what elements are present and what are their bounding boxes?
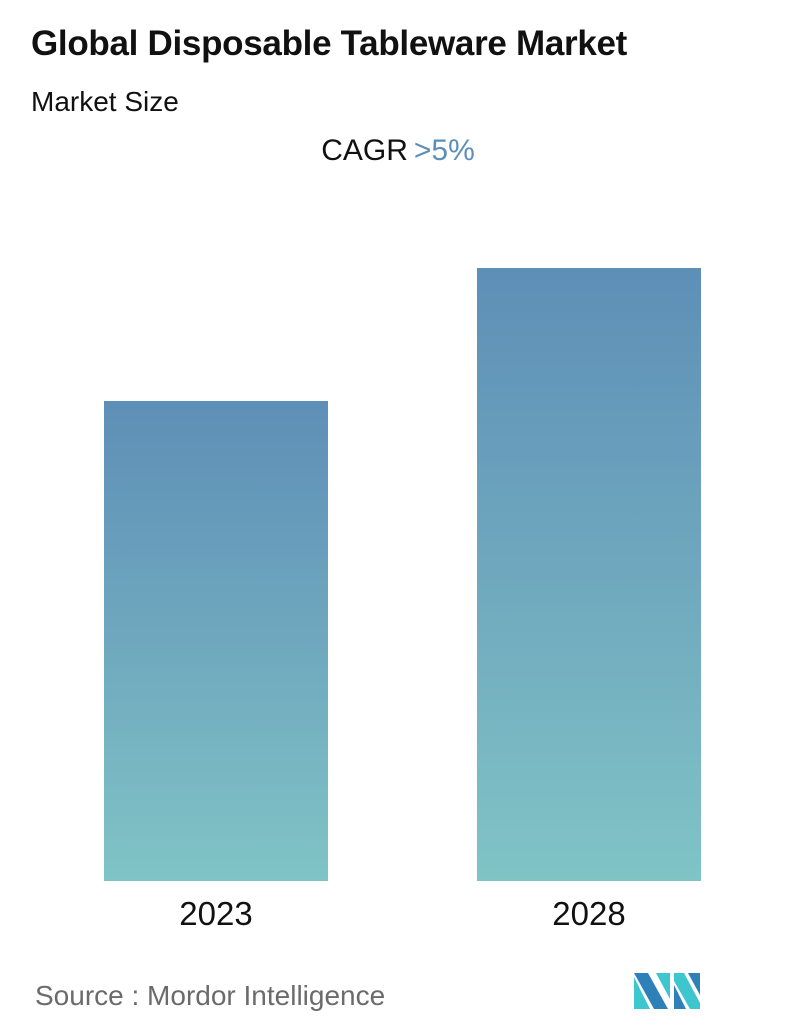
cagr-annotation: CAGR >5% — [0, 134, 796, 168]
chart-title: Global Disposable Tableware Market — [31, 24, 628, 63]
bar-2023 — [104, 401, 328, 881]
cagr-label: CAGR — [321, 134, 408, 167]
x-tick-2023: 2023 — [179, 895, 253, 932]
bar-2028 — [477, 268, 701, 881]
x-tick-2028: 2028 — [552, 895, 626, 932]
chart-subtitle: Market Size — [31, 86, 179, 117]
source-text: Source : Mordor Intelligence — [35, 980, 386, 1011]
cagr-value: >5% — [413, 134, 475, 167]
mordor-intelligence-logo-icon — [634, 973, 700, 1009]
